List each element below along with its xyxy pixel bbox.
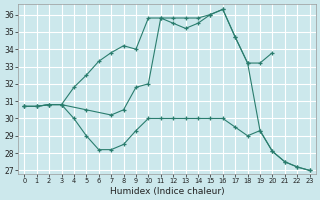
X-axis label: Humidex (Indice chaleur): Humidex (Indice chaleur) xyxy=(110,187,224,196)
